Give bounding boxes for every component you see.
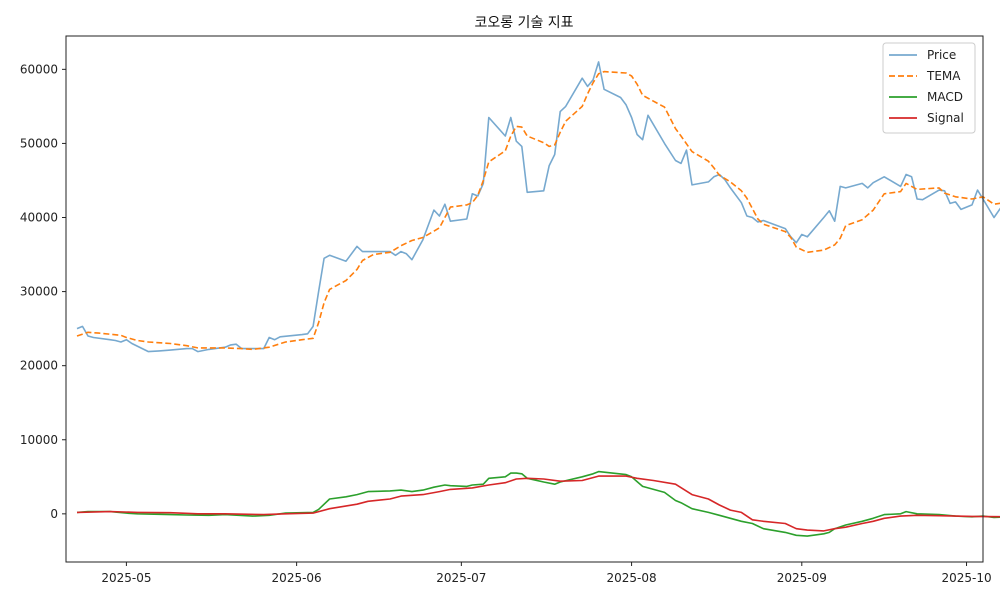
y-tick-label: 0 [50, 507, 58, 521]
chart-title: 코오롱 기술 지표 [474, 15, 573, 31]
y-tick-label: 60000 [20, 62, 58, 76]
x-tick-label: 2025-09 [777, 571, 827, 585]
y-axis: 0 10000 20000 30000 40000 50000 60000 [20, 62, 66, 521]
legend-label-macd: MACD [927, 90, 963, 104]
legend: Price TEMA MACD Signal [882, 42, 976, 134]
series-line-price [76, 61, 1000, 353]
legend-frame [882, 42, 976, 134]
series-line-signal [76, 475, 1000, 532]
x-axis: 2025-05 2025-06 2025-07 2025-08 2025-09 2025-… [101, 562, 992, 585]
x-tick-label: 2025-08 [607, 571, 657, 585]
y-tick-label: 10000 [20, 433, 58, 447]
y-tick-label: 20000 [20, 359, 58, 373]
x-tick-label: 2025-10 [941, 571, 991, 585]
x-tick-label: 2025-05 [101, 571, 151, 585]
series-lines [76, 61, 1000, 537]
y-tick-label: 50000 [20, 136, 58, 150]
x-tick-label: 2025-06 [272, 571, 322, 585]
legend-label-signal: Signal [927, 111, 964, 125]
y-tick-label: 40000 [20, 211, 58, 225]
series-line-macd [76, 470, 1000, 537]
series-line-tema [76, 70, 1000, 351]
plot-area-frame [65, 35, 984, 563]
y-tick-label: 30000 [20, 285, 58, 299]
legend-label-tema: TEMA [926, 69, 961, 83]
legend-label-price: Price [927, 48, 956, 62]
x-tick-label: 2025-07 [436, 571, 486, 585]
